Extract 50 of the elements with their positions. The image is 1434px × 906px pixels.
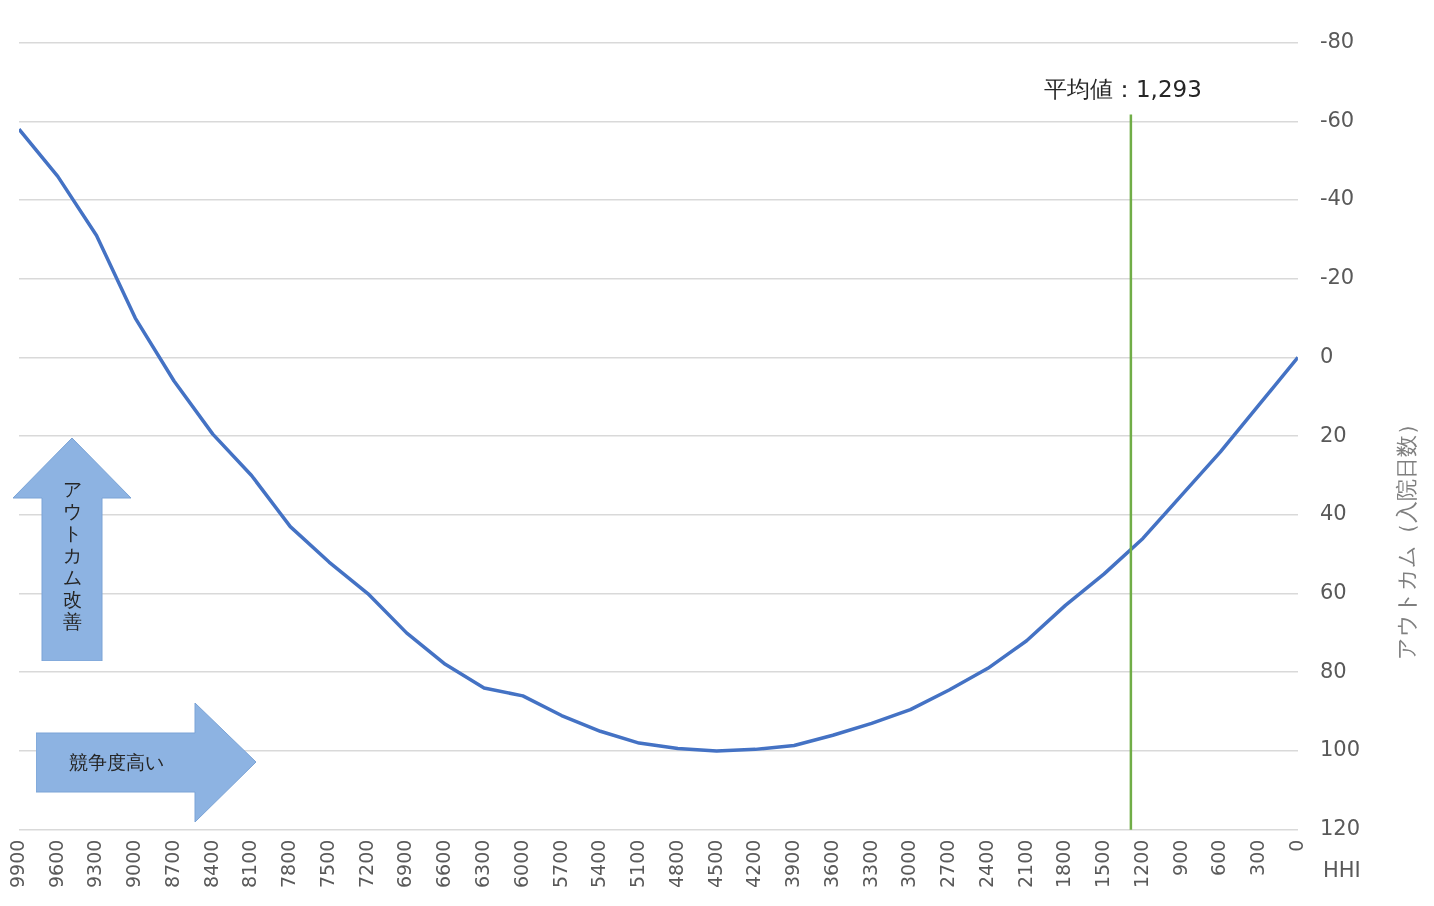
x-tick-label: 2400 [974, 839, 997, 889]
annotation: 競争度高い [67, 750, 165, 775]
y2-tick-label: -40 [1319, 186, 1355, 211]
x-tick-label: 600 [1207, 839, 1230, 876]
x-tick-label: 6600 [432, 839, 455, 889]
ref-line-label: 平均値：1,293 [1043, 75, 1202, 102]
x-tick-label: 9000 [122, 839, 145, 889]
x-tick-label: 8700 [160, 839, 183, 889]
y2-tick-label: 120 [1319, 816, 1361, 841]
x-tick-label: 3000 [897, 839, 920, 889]
x-tick-label: 5400 [587, 839, 610, 889]
x-tick-label: 1800 [1052, 839, 1075, 889]
x-tick-label: 300 [1246, 839, 1269, 876]
x-tick-label: 4500 [703, 839, 726, 889]
y2-tick-label: 60 [1319, 579, 1347, 604]
y2-tick-label: 80 [1319, 658, 1347, 683]
x-tick-label: 900 [1168, 839, 1191, 876]
x-tick-label: 3300 [858, 839, 881, 889]
x-tick-label: 0 [1284, 839, 1307, 852]
y2-tick-label: 0 [1319, 343, 1334, 368]
x-tick-label: 3600 [819, 839, 842, 889]
x-tick-label: 8100 [238, 839, 261, 889]
x-tick-label: 9300 [83, 839, 106, 889]
x-tick-label: 7200 [354, 839, 377, 889]
x-tick-label: 1200 [1129, 839, 1152, 889]
x-tick-label: 2100 [1013, 839, 1036, 889]
y2-tick-label: 40 [1319, 501, 1347, 526]
y2-tick-label: -80 [1319, 29, 1355, 54]
y2-tick-label: 100 [1319, 737, 1361, 762]
x-tick-label: 4800 [664, 839, 687, 889]
x-tick-label: 7500 [315, 839, 338, 889]
annotation: アウトカム改善 [61, 478, 83, 632]
y2-tick-label: -60 [1319, 107, 1355, 132]
x-tick-label: 6300 [471, 839, 493, 889]
y2-tick-label: 20 [1319, 422, 1347, 447]
x-tick-label: 9600 [44, 839, 67, 889]
x-tick-label: 7800 [277, 839, 300, 889]
x-tick-label: 3900 [781, 839, 804, 889]
x-tick-label: 5100 [626, 839, 649, 889]
x-tick-label: 6000 [509, 839, 532, 889]
x-tick-label: 5700 [548, 839, 571, 889]
x-tick-label: 8400 [199, 839, 222, 889]
x-tick-label: 2700 [936, 839, 959, 889]
y2-tick-label: -20 [1319, 265, 1355, 290]
x-tick-label: 1500 [1091, 839, 1114, 889]
x-tick-label: 6900 [393, 839, 416, 889]
x-axis-title: HHI [1323, 858, 1361, 883]
x-tick-label: 9900 [5, 839, 28, 889]
x-tick-label: 4200 [742, 839, 765, 889]
y2-axis-title: アウトカム（入院日数） [1393, 412, 1419, 660]
